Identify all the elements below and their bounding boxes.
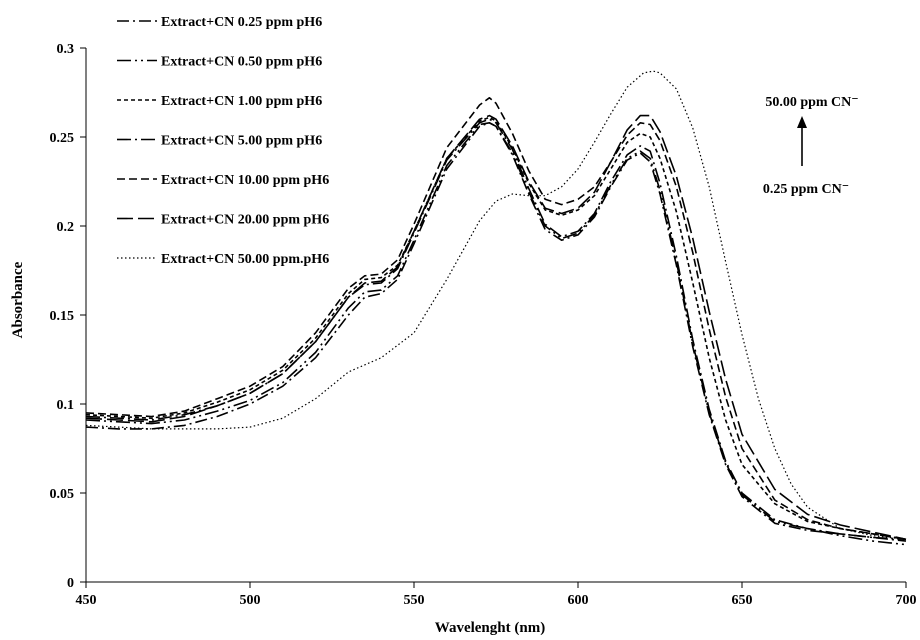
series-line-4 — [85, 118, 907, 541]
x-tick-label: 700 — [896, 593, 917, 608]
legend-label: Extract+CN 1.00 ppm pH6 — [161, 94, 322, 109]
legend-label: Extract+CN 20.00 ppm pH6 — [161, 213, 329, 228]
y-tick-label: 0.2 — [57, 220, 75, 235]
annotation-top-label: 50.00 ppm CN⁻ — [765, 95, 858, 110]
y-tick-label: 0.25 — [50, 131, 75, 146]
series-line-6 — [85, 114, 907, 541]
x-tick-label: 650 — [732, 593, 753, 608]
y-tick-label: 0.3 — [57, 42, 75, 57]
y-axis-title: Absorbance — [10, 261, 26, 338]
x-tick-label: 500 — [240, 593, 261, 608]
x-axis-title: Wavelenght (nm) — [435, 620, 545, 635]
series-line-2 — [85, 122, 907, 546]
y-tick-label: 0.15 — [50, 309, 75, 324]
y-tick-label: 0.1 — [57, 398, 75, 413]
annotation-arrow-head — [797, 116, 807, 128]
x-tick-label: 450 — [76, 593, 97, 608]
legend-label: Extract+CN 5.00 ppm pH6 — [161, 134, 322, 149]
x-tick-label: 600 — [568, 593, 589, 608]
x-tick-label: 550 — [404, 593, 425, 608]
legend-label: Extract+CN 0.50 ppm pH6 — [161, 55, 322, 70]
series-line-5 — [85, 97, 907, 541]
legend-label: Extract+CN 50.00 ppm.pH6 — [161, 252, 329, 267]
y-tick-label: 0.05 — [50, 487, 75, 502]
series-line-3 — [85, 116, 907, 541]
y-tick-label: 0 — [67, 576, 74, 591]
series-line-7 — [85, 70, 907, 540]
legend-label: Extract+CN 0.25 ppm pH6 — [161, 15, 322, 30]
legend-label: Extract+CN 10.00 ppm pH6 — [161, 173, 329, 188]
annotation-bottom-label: 0.25 ppm CN⁻ — [763, 182, 849, 197]
